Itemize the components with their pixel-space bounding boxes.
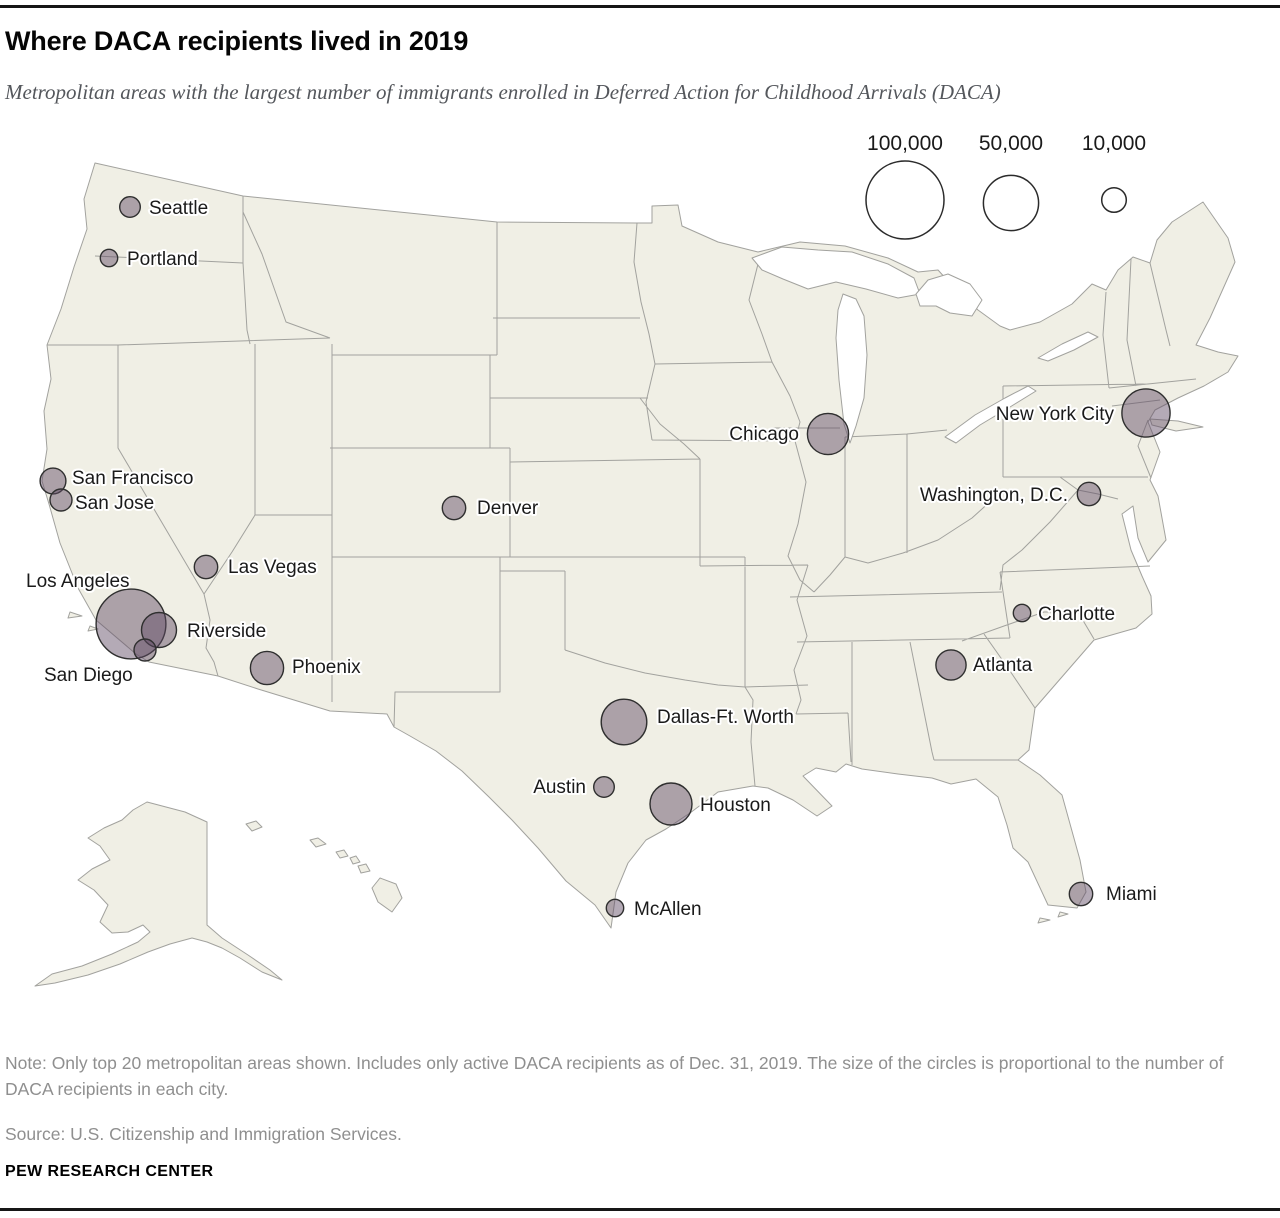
florida-keys: [1037, 911, 1069, 924]
city-label-new-york-city: New York City: [996, 404, 1115, 425]
city-label-denver: Denver: [477, 498, 539, 519]
city-label-chicago: Chicago: [729, 424, 799, 445]
city-label-austin: Austin: [533, 777, 586, 798]
city-circle-san-diego: [133, 638, 157, 662]
city-label-houston: Houston: [700, 795, 771, 816]
city-label-mcallen: McAllen: [634, 899, 702, 920]
legend-circle-50000: [982, 174, 1040, 232]
city-circles: [39, 195, 1171, 918]
city-circle-austin: [593, 776, 616, 799]
city-label-miami: Miami: [1106, 884, 1157, 905]
chart-title: Where DACA recipients lived in 2019: [5, 26, 469, 56]
legend-circle-100000: [865, 160, 945, 240]
city-circle-houston: [649, 782, 693, 826]
city-label-seattle: Seattle: [149, 198, 208, 219]
source-text: Source: U.S. Citizenship and Immigration…: [5, 1124, 402, 1144]
lower48-outline: [41, 162, 1239, 929]
channel-islands: [67, 611, 99, 632]
legend-label-50000: 50,000: [979, 132, 1043, 155]
city-circle-portland: [99, 248, 119, 268]
city-circle-los-angeles: [95, 588, 167, 660]
lake-superior: [751, 246, 921, 299]
city-circle-san-jose: [49, 488, 73, 512]
lake-erie: [944, 385, 1037, 444]
city-label-san-diego: San Diego: [44, 665, 133, 686]
legend-label-100000: 100,000: [867, 132, 943, 155]
city-label-los-angeles: Los Angeles: [26, 571, 130, 592]
great-lakes: [751, 246, 1099, 444]
legend-circle-10000: [1100, 186, 1128, 214]
city-circle-las-vegas: [193, 554, 219, 580]
city-label-washington-d-c-: Washington, D.C.: [920, 485, 1068, 506]
city-label-riverside: Riverside: [187, 621, 266, 642]
us-lower48-landmass: [41, 162, 1239, 929]
chart-subtitle: Metropolitan areas with the largest numb…: [5, 80, 1001, 104]
brand-text: PEW RESEARCH CENTER: [5, 1163, 214, 1180]
city-circle-charlotte: [1012, 603, 1032, 623]
city-circle-miami: [1068, 881, 1094, 907]
city-circle-atlanta: [935, 649, 967, 681]
long-island: [1149, 418, 1204, 432]
city-circle-chicago: [806, 412, 850, 456]
lake-ontario: [1037, 331, 1099, 362]
city-label-las-vegas: Las Vegas: [228, 557, 317, 578]
city-circle-seattle: [118, 195, 141, 218]
city-circle-mcallen: [605, 898, 625, 918]
note-text: Note: Only top 20 metropolitan areas sho…: [5, 1053, 1224, 1099]
size-legend: 100,000 50,000 10,000: [865, 132, 1146, 240]
city-circle-washington-d-c-: [1076, 481, 1102, 507]
top-rule: [0, 5, 1280, 8]
city-label-phoenix: Phoenix: [292, 657, 361, 678]
alaska-outline: [34, 801, 283, 987]
city-labels: Los Angeles New York City Dallas-Ft. Worth…: [24, 196, 1159, 922]
lake-michigan: [835, 293, 868, 444]
hawaii-islands: [245, 820, 403, 913]
bottom-rule: [0, 1208, 1280, 1211]
city-label-san-francisco: San Francisco: [72, 468, 193, 489]
city-circle-riverside: [140, 611, 178, 649]
lake-huron: [915, 273, 983, 317]
city-circle-denver: [441, 495, 467, 521]
city-label-atlanta: Atlanta: [973, 655, 1033, 676]
state-borders: [47, 196, 1197, 787]
city-label-charlotte: Charlotte: [1038, 604, 1115, 625]
city-label-dallas-ft-worth: Dallas-Ft. Worth: [657, 707, 794, 728]
city-label-san-jose: San Jose: [75, 493, 154, 514]
city-circle-new-york-city: [1121, 388, 1171, 438]
city-circle-san-francisco: [39, 467, 67, 495]
city-label-portland: Portland: [127, 249, 198, 270]
legend-label-10000: 10,000: [1082, 132, 1146, 155]
city-circle-phoenix: [249, 650, 285, 686]
city-circle-dallas-ft-worth: [600, 698, 648, 746]
